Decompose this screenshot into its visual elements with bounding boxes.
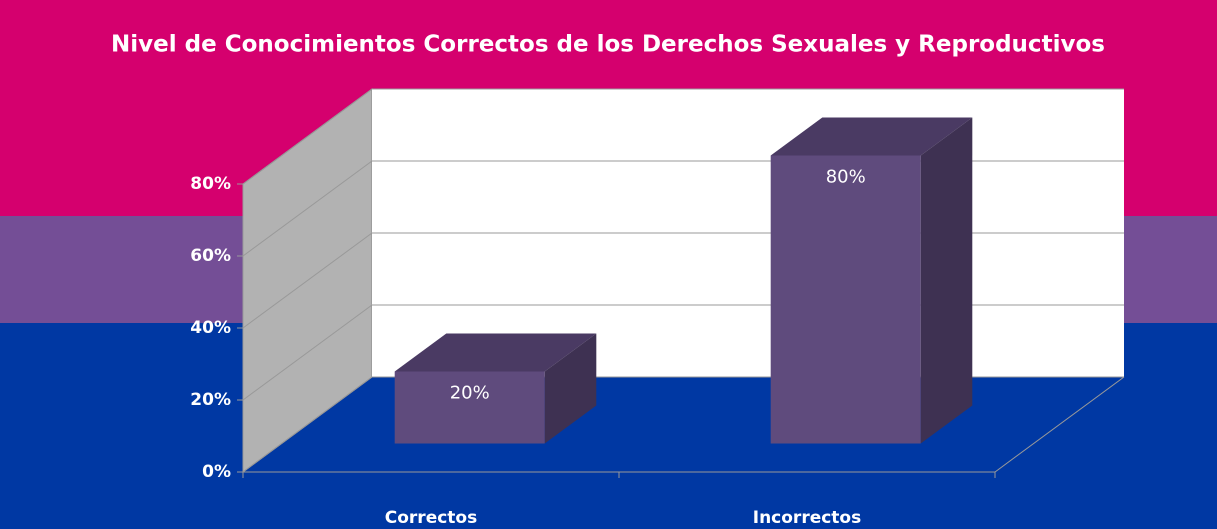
x-tick-label: Correctos (385, 508, 477, 528)
bar-front (770, 155, 921, 444)
bar-top (394, 333, 597, 372)
y-tick-label: 40% (190, 318, 231, 338)
bar-side (544, 333, 597, 444)
bar-top (770, 117, 973, 156)
bar-front (394, 371, 545, 444)
chart-title: Nivel de Conocimientos Correctos de los … (111, 32, 1105, 58)
bar (394, 333, 597, 444)
y-tick-label: 80% (190, 174, 231, 194)
x-tick-label: Incorrectos (753, 508, 861, 528)
value-label: 20% (450, 383, 490, 404)
y-tick-label: 20% (190, 390, 231, 410)
y-tick-label: 0% (202, 462, 231, 482)
grid-line (242, 88, 1124, 185)
value-label: 80% (826, 167, 866, 188)
bar (770, 117, 973, 444)
y-tick-label: 60% (190, 246, 231, 266)
bar-side (920, 117, 973, 444)
